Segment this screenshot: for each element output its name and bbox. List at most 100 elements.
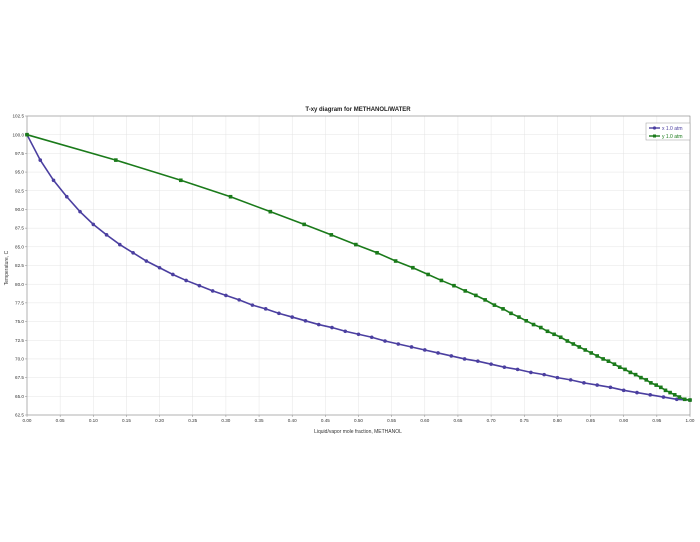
data-point [250,303,255,307]
data-point [302,222,306,227]
data-point [623,367,627,372]
data-point [356,332,361,337]
data-point [555,375,560,380]
data-point [606,359,611,363]
x-tick-label: 0.45 [321,418,330,423]
x-tick-label: 1.00 [686,418,695,423]
data-point [51,178,56,183]
data-point [639,375,643,380]
data-point [654,383,658,387]
y-tick-label: 102.5 [13,114,25,119]
legend-y-marker [653,134,656,138]
data-point [452,283,456,288]
data-point [330,325,334,330]
tick-layer: 0.00 0.05 0.10 0.15 0.20 0.25 0.30 0.35 0.40 0.45… [13,114,695,423]
y-tick-label: 67.5 [15,375,24,380]
data-point [197,283,202,288]
data-point [104,233,109,237]
x-tick-label: 0.00 [23,418,32,423]
y-tick-label: 62.5 [15,413,24,418]
data-point [489,362,493,366]
data-point [268,209,273,214]
data-point [649,381,653,385]
data-point [393,259,398,263]
y-tick-label: 75.0 [15,319,24,324]
data-point [644,378,649,382]
data-point [184,278,188,283]
data-point [542,372,546,377]
data-point [439,278,444,283]
data-point [539,325,543,330]
data-point [228,194,233,199]
x-tick-label: 0.25 [188,418,197,423]
data-point [91,222,96,227]
data-point [577,345,582,349]
data-point [677,395,682,399]
data-point [688,398,692,402]
legend-y-label: y 1.0 atm [662,134,683,140]
y-tick-label: 72.5 [15,338,24,343]
data-point [64,194,69,199]
data-point [617,365,622,369]
data-point [383,339,387,343]
x-axis-title: Liquid/vapor mole fraction, METHANOL [314,429,402,435]
series-x-liquid [25,132,692,402]
data-point [545,329,550,334]
grid-layer [26,115,691,416]
data-point [423,348,427,352]
legend-x-label: x 1.0 atm [662,126,683,132]
x-tick-label: 0.15 [122,418,131,423]
data-point [502,365,507,369]
data-point [635,390,639,395]
x-tick-label: 0.70 [487,418,496,423]
data-point [375,250,379,255]
data-point [648,393,653,397]
data-point [565,339,570,343]
data-point [661,395,666,399]
chart-title: T-xy diagram for METHANOL/WATER [305,107,411,113]
series-y-vapor [25,132,692,402]
series-layer [25,132,692,402]
legend: x 1.0 atm y 1.0 atm [645,122,691,141]
data-point [595,383,599,387]
data-point [589,351,594,355]
data-point [633,372,638,377]
data-point [531,322,536,327]
data-point [571,342,576,346]
data-point [411,265,415,270]
data-point [509,311,513,316]
data-point [118,242,122,247]
data-point [621,388,626,393]
data-point [144,259,149,263]
data-point [25,132,29,137]
y-tick-label: 90.0 [15,207,24,212]
data-point [501,307,505,311]
data-point [608,385,613,390]
data-point [672,393,677,397]
data-point [263,307,268,311]
data-point [529,370,533,375]
x-tick-label: 0.50 [354,418,363,423]
data-point [78,209,82,214]
data-point [463,289,468,293]
data-point [210,289,215,293]
data-point [436,351,440,355]
x-tick-label: 0.95 [652,418,661,423]
data-point [517,315,521,319]
y-tick-label: 80.0 [15,282,24,287]
data-point [449,354,454,358]
x-tick-label: 0.55 [387,418,396,423]
data-point [329,233,334,237]
data-point [396,342,401,346]
data-point [290,315,295,319]
y-tick-label: 95.0 [15,170,24,175]
y-tick-label: 85.0 [15,244,24,249]
data-point [354,242,358,247]
data-point [568,378,573,382]
y-tick-label: 77.5 [15,300,24,305]
y-tick-label: 92.5 [15,188,24,193]
x-tick-label: 0.75 [520,418,529,423]
data-point [237,298,241,302]
